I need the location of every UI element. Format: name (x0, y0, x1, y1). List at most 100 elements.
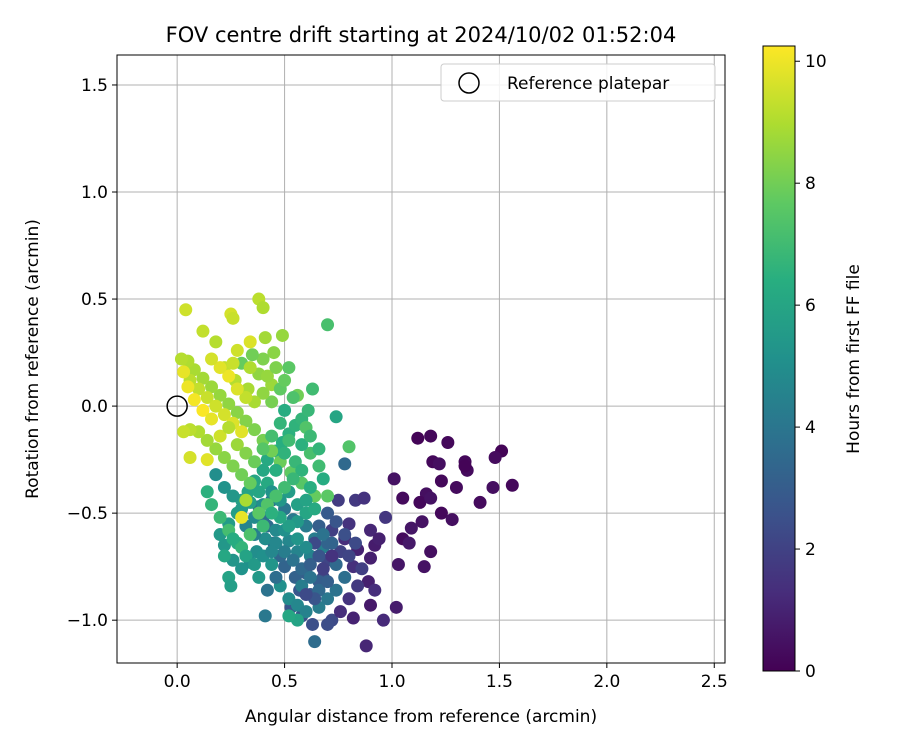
colorbar-tick-label: 6 (805, 296, 816, 316)
data-point (209, 335, 223, 349)
data-point (196, 324, 210, 338)
data-point (205, 412, 219, 426)
data-point (342, 517, 356, 531)
data-point (357, 491, 371, 505)
data-point (230, 343, 244, 357)
data-point (391, 558, 405, 572)
x-tick-label: 2.5 (701, 672, 728, 692)
data-point (376, 613, 390, 627)
data-point (338, 528, 352, 542)
x-tick-label: 0.0 (164, 672, 191, 692)
data-point (299, 587, 313, 601)
data-point (306, 382, 320, 396)
data-point (282, 519, 296, 533)
x-axis-ticks: 0.0 0.5 1.0 1.5 2.0 2.5 (164, 663, 728, 692)
data-point (226, 459, 240, 473)
data-point (278, 373, 292, 387)
y-axis-ticks: −1.0 −0.5 0.0 0.5 1.0 1.5 (67, 76, 117, 631)
data-point (247, 423, 261, 437)
data-point (351, 579, 365, 593)
data-point (488, 450, 502, 464)
plot-frame (116, 54, 726, 664)
data-point (222, 397, 236, 411)
data-point (243, 361, 257, 375)
data-point (404, 521, 418, 535)
data-point (213, 429, 227, 443)
data-point (226, 532, 240, 546)
data-point (243, 335, 257, 349)
data-point (321, 575, 335, 589)
data-point (308, 502, 322, 516)
data-point (230, 382, 244, 396)
y-tick-label: −0.5 (67, 504, 108, 524)
data-point (265, 545, 279, 559)
data-point (364, 598, 378, 612)
data-point (329, 583, 343, 597)
colorbar-ticks: 0 2 4 6 8 10 (795, 52, 827, 682)
reference-point (166, 395, 188, 417)
data-point (181, 380, 195, 394)
data-point (256, 442, 270, 456)
data-points (174, 292, 519, 653)
data-point (445, 513, 459, 527)
data-point (269, 463, 283, 477)
data-point (424, 429, 438, 443)
x-tick-label: 1.0 (378, 672, 405, 692)
data-point (179, 303, 193, 317)
y-tick-label: 0.0 (81, 397, 108, 417)
y-tick-label: 0.5 (81, 290, 108, 310)
data-point (338, 570, 352, 584)
data-point (217, 408, 231, 422)
data-point (224, 579, 238, 593)
x-tick-label: 2.0 (593, 672, 620, 692)
data-point (338, 457, 352, 471)
data-point (342, 549, 356, 563)
data-point (177, 365, 191, 379)
data-point (306, 617, 320, 631)
data-point (434, 474, 448, 488)
data-point (308, 635, 322, 649)
data-point (256, 519, 270, 533)
data-point (368, 583, 382, 597)
data-point (342, 592, 356, 606)
colorbar-tick-label: 2 (805, 540, 816, 560)
data-point (217, 549, 231, 563)
data-point (295, 463, 309, 477)
data-point (222, 369, 236, 383)
data-point (424, 545, 438, 559)
data-point (299, 493, 313, 507)
data-point (486, 480, 500, 494)
x-tick-label: 1.5 (486, 672, 513, 692)
data-point (256, 386, 270, 400)
data-point (209, 399, 223, 413)
data-point (299, 540, 313, 554)
data-point (213, 361, 227, 375)
y-tick-label: −1.0 (67, 611, 108, 631)
data-point (258, 609, 272, 623)
data-point (252, 570, 266, 584)
data-point (359, 639, 373, 653)
data-point (196, 371, 210, 385)
data-point (275, 328, 289, 342)
data-point (260, 583, 274, 597)
data-point (205, 380, 219, 394)
data-point (321, 592, 335, 606)
data-point (235, 510, 249, 524)
data-point (278, 480, 292, 494)
data-point (269, 361, 283, 375)
data-point (299, 605, 313, 619)
data-point (239, 391, 253, 405)
data-point (258, 532, 272, 546)
data-point (290, 532, 304, 546)
data-point (316, 528, 330, 542)
data-point (226, 311, 240, 325)
data-point (303, 558, 317, 572)
data-point (303, 570, 317, 584)
data-point (267, 346, 281, 360)
data-point (265, 429, 279, 443)
data-point (209, 442, 223, 456)
data-point (243, 528, 257, 542)
data-point (282, 361, 296, 375)
data-point (355, 562, 369, 576)
